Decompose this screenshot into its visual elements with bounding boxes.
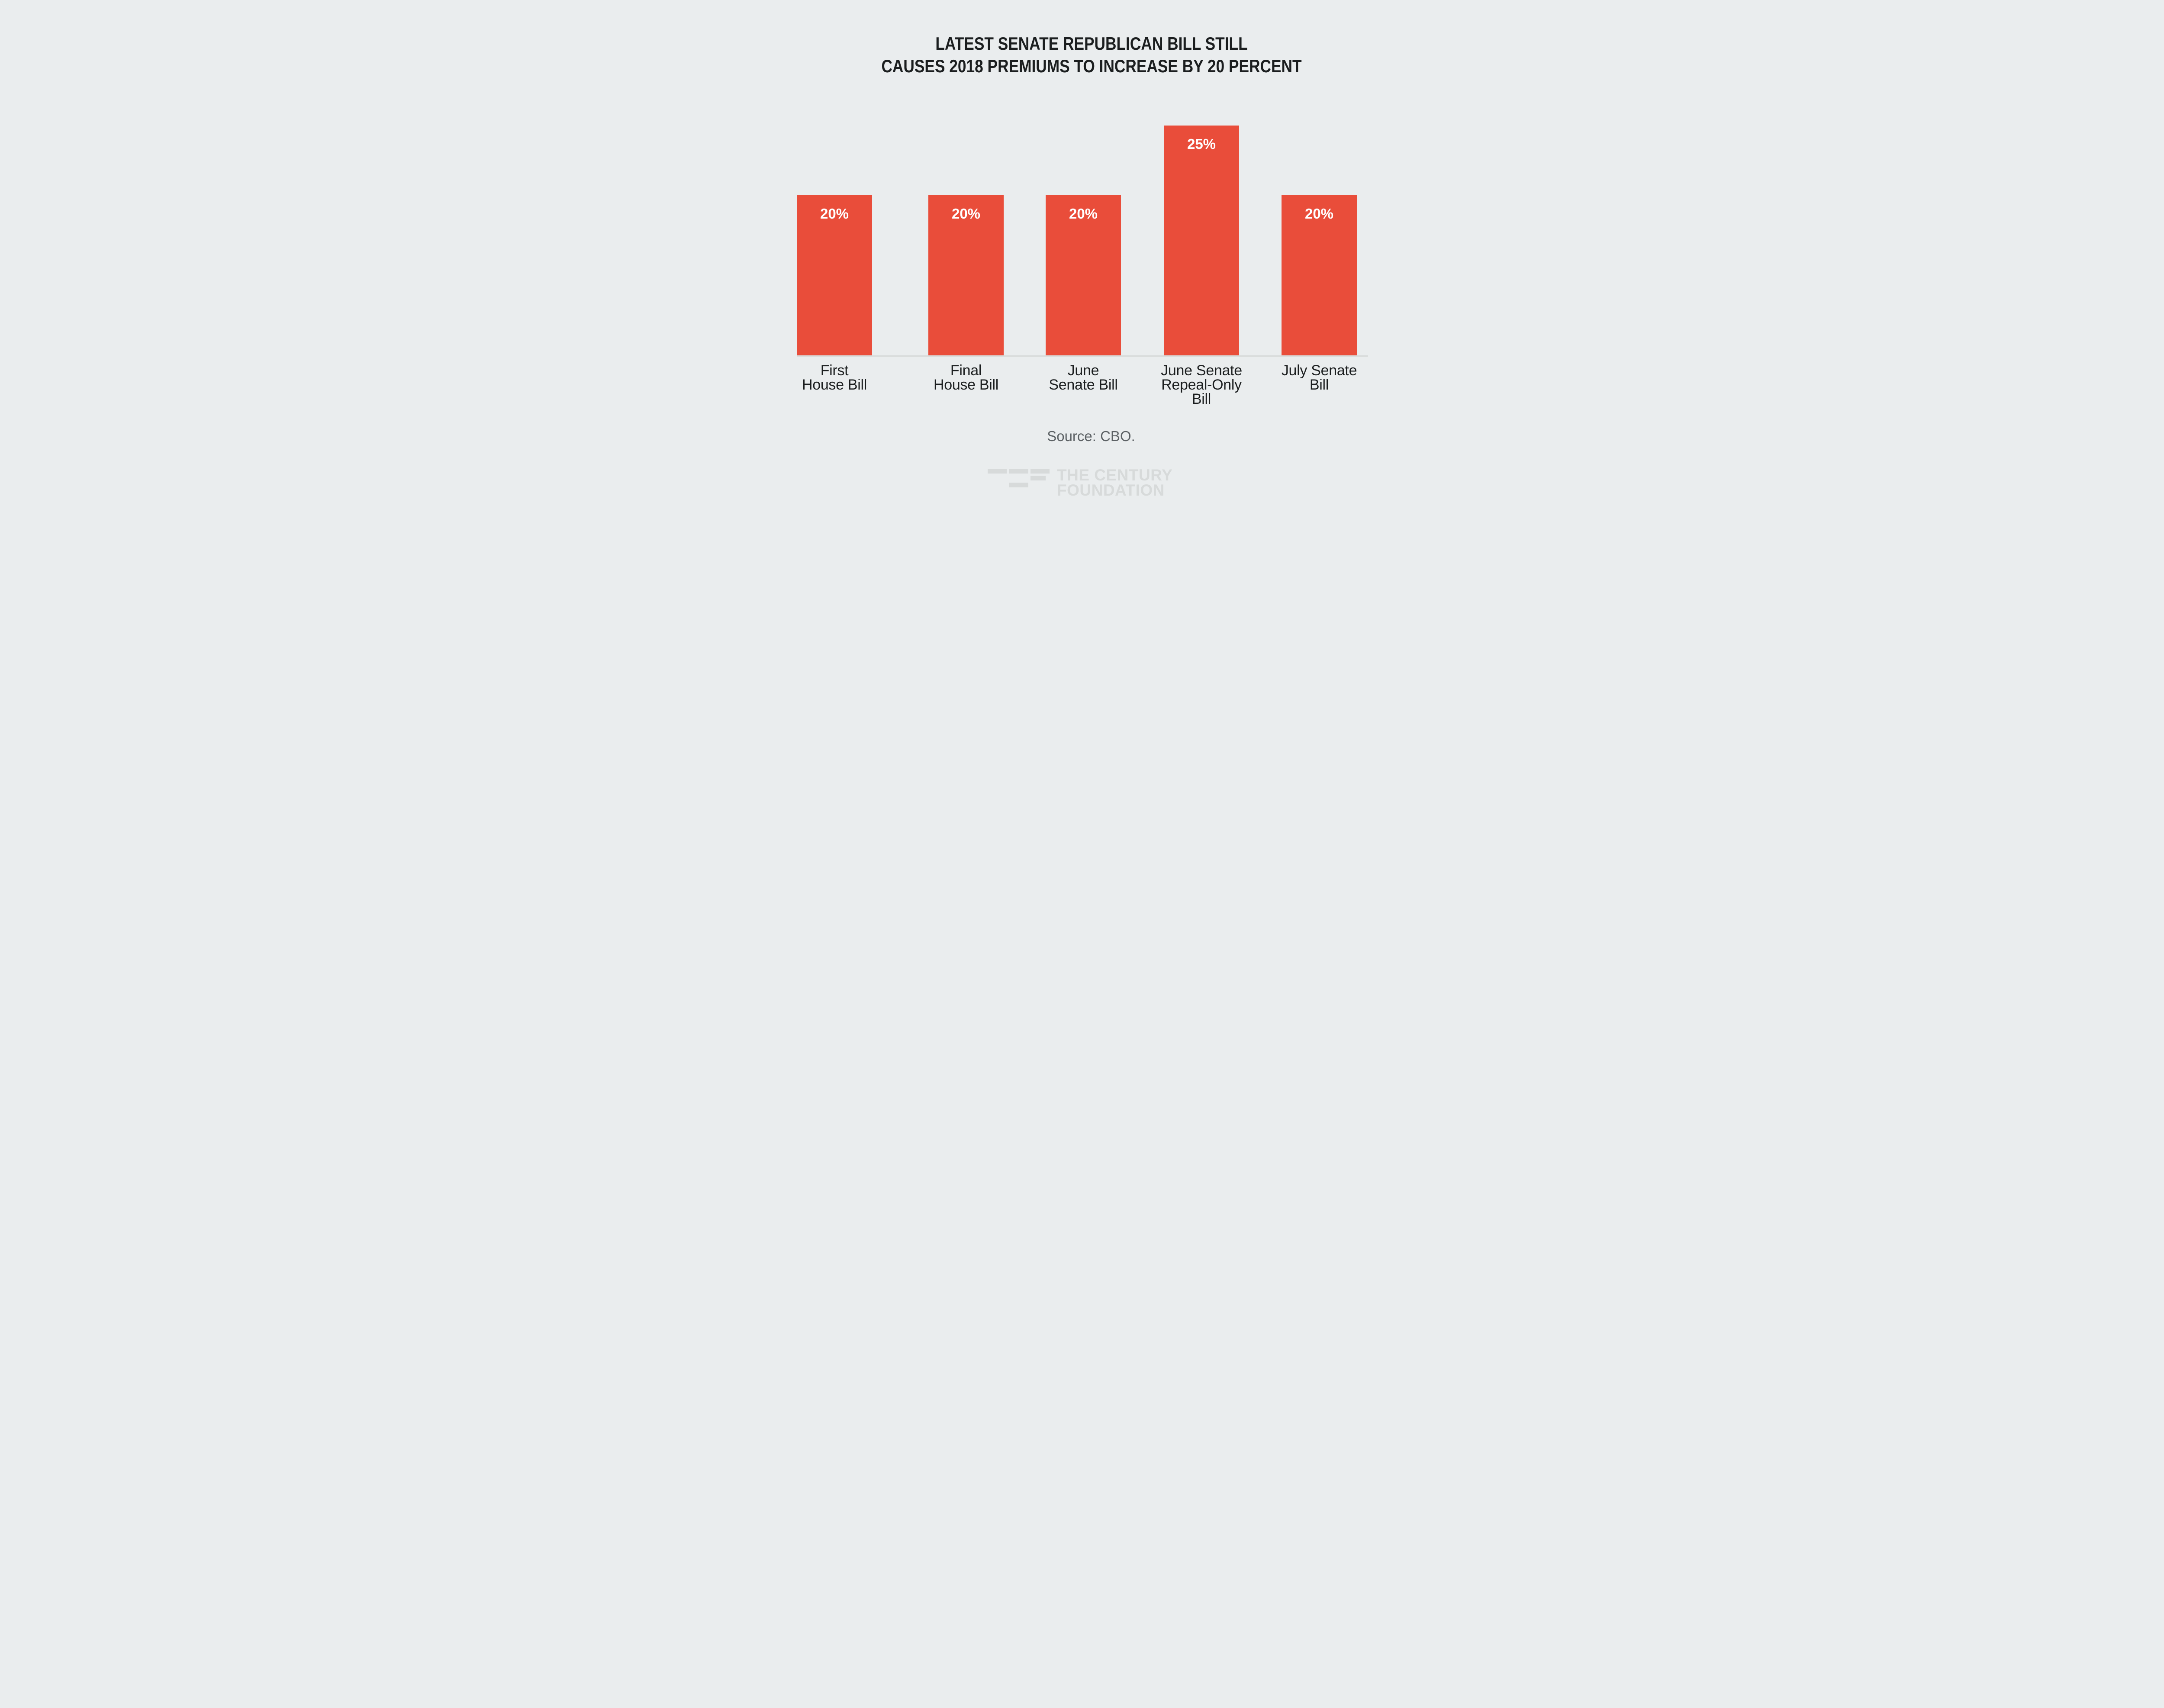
bar-category-label-line: Bill bbox=[1191, 391, 1211, 407]
bar-category-label-line: First bbox=[820, 362, 849, 379]
bar-category-label-line: Repeal-Only bbox=[1161, 377, 1242, 393]
bar-category-label-first-house-bill: First House Bill bbox=[770, 362, 899, 393]
bar-category-label-line: Final bbox=[950, 362, 982, 379]
bar-category-label-june-senate-bill: June Senate Bill bbox=[1018, 362, 1148, 393]
logo-bar-icon bbox=[1009, 483, 1028, 487]
bar-category-label-line: Senate Bill bbox=[1049, 377, 1118, 393]
logo-text-line1: THE CENTURY bbox=[1057, 466, 1173, 484]
logo-bar-icon bbox=[1030, 469, 1050, 474]
bar-category-label-line: House Bill bbox=[933, 377, 999, 393]
chart-title-line1: LATEST SENATE REPUBLICAN BILL STILL bbox=[935, 33, 1248, 54]
bar-value-label: 20% bbox=[820, 205, 849, 222]
bar-final-house-bill: 20% bbox=[928, 195, 1004, 355]
logo-bar-icon bbox=[988, 469, 1007, 474]
bar-june-senate-repeal-only-bill: 25% bbox=[1164, 125, 1239, 355]
bar-category-label-june-senate-repeal-only-bill: June Senate Repeal-Only Bill bbox=[1137, 362, 1266, 407]
chart-title: LATEST SENATE REPUBLICAN BILL STILL CAUS… bbox=[752, 32, 1421, 77]
bar-category-label-july-senate-bill: July Senate Bill bbox=[1254, 362, 1384, 393]
bar-value-label: 20% bbox=[1304, 205, 1334, 222]
chart-title-line2: CAUSES 2018 PREMIUMS TO INCREASE BY 20 P… bbox=[881, 56, 1302, 76]
bar-category-label-line: June Senate bbox=[1161, 362, 1242, 379]
bar-category-label-line: June bbox=[1067, 362, 1099, 379]
bar-first-house-bill: 20% bbox=[797, 195, 872, 355]
logo-text-line2: FOUNDATION bbox=[1057, 481, 1165, 499]
logo-bar-icon bbox=[1030, 476, 1046, 480]
bar-value-label: 20% bbox=[1069, 205, 1098, 222]
bar-july-senate-bill: 20% bbox=[1282, 195, 1357, 355]
x-axis-line bbox=[797, 355, 1368, 357]
bar-category-label-line: Bill bbox=[1309, 377, 1329, 393]
tcf-logo: THE CENTURY FOUNDATION bbox=[988, 466, 1213, 505]
bar-value-label: 20% bbox=[951, 205, 981, 222]
logo-wordmark: THE CENTURY FOUNDATION bbox=[1057, 467, 1172, 498]
bar-category-label-line: July Senate bbox=[1281, 362, 1357, 379]
bar-value-label: 25% bbox=[1187, 135, 1216, 152]
source-note: Source: CBO. bbox=[1047, 428, 1135, 444]
bar-category-label-final-house-bill: Final House Bill bbox=[901, 362, 1031, 393]
bar-category-label-line: House Bill bbox=[802, 377, 867, 393]
logo-bar-icon bbox=[1009, 469, 1028, 474]
bar-june-senate-bill: 20% bbox=[1046, 195, 1121, 355]
chart-canvas: LATEST SENATE REPUBLICAN BILL STILL CAUS… bbox=[743, 0, 1421, 527]
